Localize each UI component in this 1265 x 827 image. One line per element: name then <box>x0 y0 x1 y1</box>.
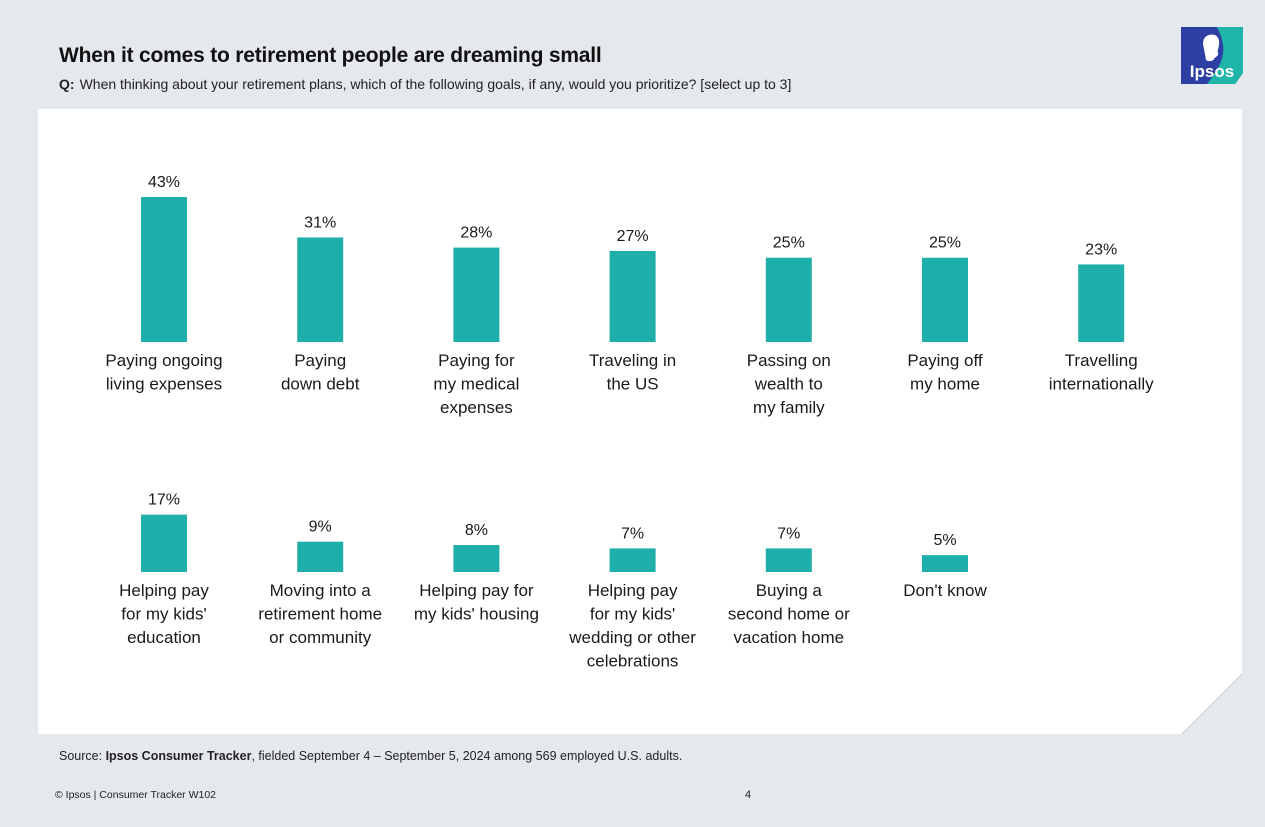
bar-r2-c4 <box>609 548 656 572</box>
category-label-r2-c5: Buying a second home or vacation home <box>728 581 850 647</box>
panel-corner-edge <box>1181 673 1242 734</box>
category-label-r1-c3: Paying for my medical expenses <box>433 351 519 417</box>
bar-r1-c5 <box>765 257 812 342</box>
value-label-r1-c4: 27% <box>617 228 649 245</box>
category-label-r1-c7: Travelling internationally <box>1049 351 1154 394</box>
value-label-r1-c3: 28% <box>460 225 492 242</box>
value-label-r1-c6: 25% <box>929 235 961 252</box>
copyright: © Ipsos | Consumer Tracker W102 <box>55 789 217 801</box>
bar-chart: 43% Paying ongoing living expenses 31% Payin… <box>105 174 1242 734</box>
value-label-r2-c3: 8% <box>465 522 488 539</box>
page-number: 4 <box>745 789 752 801</box>
category-label-r1-c4: Traveling in the US <box>589 351 676 394</box>
value-label-r1-c1: 43% <box>148 174 180 191</box>
survey-question: Q: When thinking about your retirement pl… <box>59 76 791 92</box>
source-note: Source: Ipsos Consumer Tracker, fielded … <box>59 749 682 763</box>
source-name: Ipsos Consumer Tracker <box>105 749 252 763</box>
question-label: Q: <box>59 76 75 92</box>
category-label-r2-c2: Moving into a retirement home or community <box>258 581 382 647</box>
chart-panel: 43% Paying ongoing living expenses 31% Payin… <box>38 109 1242 734</box>
value-label-r1-c7: 23% <box>1085 241 1117 258</box>
bar-r2-c1 <box>141 514 187 572</box>
value-label-r2-c2: 9% <box>309 519 332 536</box>
category-label-r1-c6: Paying off my home <box>907 351 983 394</box>
category-label-r1-c5: Passing on wealth to my family <box>747 351 831 417</box>
category-label-r1-c2: Paying down debt <box>281 351 360 394</box>
category-label-r2-c6: Don't know <box>903 581 987 600</box>
question-text: When thinking about your retirement plan… <box>79 76 792 92</box>
source-details: , fielded September 4 – September 5, 202… <box>251 749 683 763</box>
bar-r1-c7 <box>1078 264 1125 342</box>
logo-text: Ipsos <box>1190 62 1234 81</box>
value-label-r1-c2: 31% <box>304 214 336 231</box>
bar-r2-c6 <box>922 555 968 572</box>
bar-r1-c2 <box>297 237 344 342</box>
value-label-r2-c1: 17% <box>148 492 180 509</box>
bar-r1-c6 <box>922 257 968 342</box>
category-label-r2-c1: Helping pay for my kids' education <box>119 581 209 647</box>
bar-r1-c3 <box>453 247 500 342</box>
page-title: When it comes to retirement people are d… <box>59 44 602 67</box>
value-label-r2-c4: 7% <box>621 525 644 542</box>
bar-r2-c5 <box>765 548 812 572</box>
bar-r2-c2 <box>297 541 344 572</box>
category-label-r2-c4: Helping pay for my kids' wedding or other c… <box>568 581 696 671</box>
source-prefix: Source: <box>59 749 106 763</box>
category-label-r2-c3: Helping pay for my kids' housing <box>414 581 539 624</box>
bar-r1-c4 <box>609 250 656 342</box>
value-label-r2-c5: 7% <box>777 525 800 542</box>
bar-r1-c1 <box>141 197 187 342</box>
ipsos-logo: Ipsos <box>1181 27 1243 84</box>
value-label-r1-c5: 25% <box>773 235 805 252</box>
bar-r2-c3 <box>453 545 500 572</box>
value-label-r2-c6: 5% <box>933 532 956 549</box>
category-label-r1-c1: Paying ongoing living expenses <box>105 351 222 394</box>
